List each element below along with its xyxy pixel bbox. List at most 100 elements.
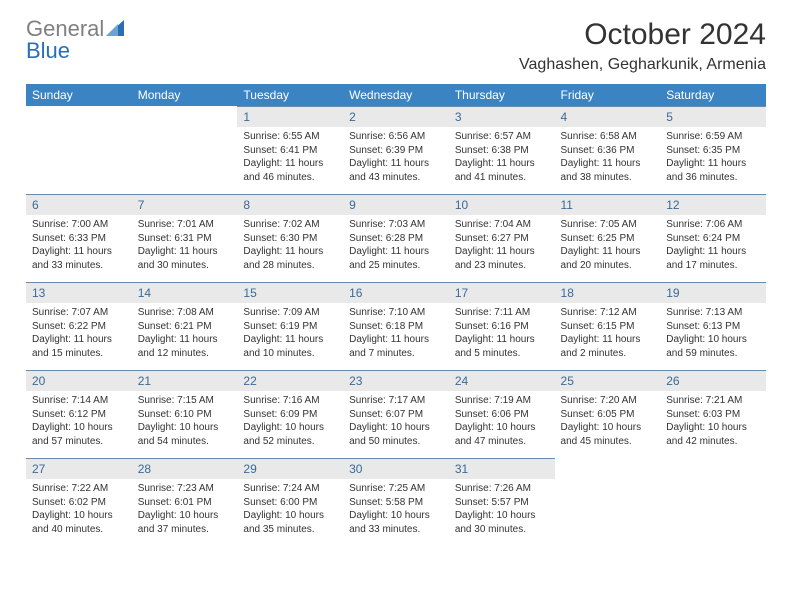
day-number: 1 (237, 106, 343, 127)
daylight-text2: and 40 minutes. (32, 523, 126, 537)
day-body: Sunrise: 7:14 AMSunset: 6:12 PMDaylight:… (26, 391, 132, 453)
day-body: Sunrise: 7:07 AMSunset: 6:22 PMDaylight:… (26, 303, 132, 365)
daylight-text2: and 10 minutes. (243, 347, 337, 361)
day-body: Sunrise: 7:05 AMSunset: 6:25 PMDaylight:… (555, 215, 661, 277)
day-body: Sunrise: 6:58 AMSunset: 6:36 PMDaylight:… (555, 127, 661, 189)
day-number: 10 (449, 194, 555, 215)
sunrise-text: Sunrise: 7:16 AM (243, 394, 337, 408)
sunrise-text: Sunrise: 7:00 AM (32, 218, 126, 232)
sunrise-text: Sunrise: 7:25 AM (349, 482, 443, 496)
sunset-text: Sunset: 6:31 PM (138, 232, 232, 246)
day-body: Sunrise: 7:21 AMSunset: 6:03 PMDaylight:… (660, 391, 766, 453)
day-body: Sunrise: 6:59 AMSunset: 6:35 PMDaylight:… (660, 127, 766, 189)
daylight-text2: and 30 minutes. (138, 259, 232, 273)
day-body: Sunrise: 7:12 AMSunset: 6:15 PMDaylight:… (555, 303, 661, 365)
daylight-text1: Daylight: 10 hours (455, 421, 549, 435)
daylight-text2: and 38 minutes. (561, 171, 655, 185)
sunrise-text: Sunrise: 7:20 AM (561, 394, 655, 408)
daylight-text1: Daylight: 10 hours (666, 333, 760, 347)
sunset-text: Sunset: 6:00 PM (243, 496, 337, 510)
sunrise-text: Sunrise: 7:02 AM (243, 218, 337, 232)
sunset-text: Sunset: 6:15 PM (561, 320, 655, 334)
calendar-day: 10Sunrise: 7:04 AMSunset: 6:27 PMDayligh… (449, 194, 555, 282)
day-body: Sunrise: 7:16 AMSunset: 6:09 PMDaylight:… (237, 391, 343, 453)
daylight-text1: Daylight: 10 hours (455, 509, 549, 523)
calendar-head: SundayMondayTuesdayWednesdayThursdayFrid… (26, 84, 766, 106)
day-number: 31 (449, 458, 555, 479)
sunset-text: Sunset: 6:06 PM (455, 408, 549, 422)
brand-sail-icon (106, 18, 124, 40)
sunset-text: Sunset: 6:22 PM (32, 320, 126, 334)
calendar-day: 25Sunrise: 7:20 AMSunset: 6:05 PMDayligh… (555, 370, 661, 458)
daylight-text1: Daylight: 11 hours (243, 333, 337, 347)
weekday-header: Monday (132, 84, 238, 106)
calendar-day: 28Sunrise: 7:23 AMSunset: 6:01 PMDayligh… (132, 458, 238, 546)
sunrise-text: Sunrise: 7:06 AM (666, 218, 760, 232)
calendar-day: 14Sunrise: 7:08 AMSunset: 6:21 PMDayligh… (132, 282, 238, 370)
weekday-header: Friday (555, 84, 661, 106)
day-number: 16 (343, 282, 449, 303)
sunrise-text: Sunrise: 7:17 AM (349, 394, 443, 408)
sunset-text: Sunset: 6:01 PM (138, 496, 232, 510)
daylight-text1: Daylight: 11 hours (243, 245, 337, 259)
daylight-text1: Daylight: 10 hours (32, 509, 126, 523)
brand-part2: Blue (26, 38, 70, 63)
daylight-text2: and 54 minutes. (138, 435, 232, 449)
sunrise-text: Sunrise: 7:10 AM (349, 306, 443, 320)
sunset-text: Sunset: 6:05 PM (561, 408, 655, 422)
title-block: October 2024 Vaghashen, Gegharkunik, Arm… (519, 18, 766, 74)
daylight-text2: and 17 minutes. (666, 259, 760, 273)
day-number: 27 (26, 458, 132, 479)
daylight-text2: and 57 minutes. (32, 435, 126, 449)
day-body: Sunrise: 7:00 AMSunset: 6:33 PMDaylight:… (26, 215, 132, 277)
daylight-text1: Daylight: 11 hours (561, 245, 655, 259)
daylight-text2: and 33 minutes. (32, 259, 126, 273)
daylight-text2: and 42 minutes. (666, 435, 760, 449)
day-body: Sunrise: 6:57 AMSunset: 6:38 PMDaylight:… (449, 127, 555, 189)
daylight-text1: Daylight: 11 hours (243, 157, 337, 171)
daylight-text1: Daylight: 10 hours (138, 421, 232, 435)
daylight-text1: Daylight: 10 hours (349, 509, 443, 523)
daylight-text2: and 23 minutes. (455, 259, 549, 273)
daylight-text1: Daylight: 11 hours (138, 333, 232, 347)
day-number: 29 (237, 458, 343, 479)
sunrise-text: Sunrise: 7:19 AM (455, 394, 549, 408)
day-number: 25 (555, 370, 661, 391)
day-number: 11 (555, 194, 661, 215)
day-number: 15 (237, 282, 343, 303)
calendar-day: 15Sunrise: 7:09 AMSunset: 6:19 PMDayligh… (237, 282, 343, 370)
sunset-text: Sunset: 6:12 PM (32, 408, 126, 422)
calendar-day: 3Sunrise: 6:57 AMSunset: 6:38 PMDaylight… (449, 106, 555, 194)
daylight-text2: and 59 minutes. (666, 347, 760, 361)
calendar-day: 9Sunrise: 7:03 AMSunset: 6:28 PMDaylight… (343, 194, 449, 282)
calendar-day: 5Sunrise: 6:59 AMSunset: 6:35 PMDaylight… (660, 106, 766, 194)
daylight-text2: and 7 minutes. (349, 347, 443, 361)
day-body: Sunrise: 7:25 AMSunset: 5:58 PMDaylight:… (343, 479, 449, 541)
day-body: Sunrise: 6:55 AMSunset: 6:41 PMDaylight:… (237, 127, 343, 189)
daylight-text2: and 35 minutes. (243, 523, 337, 537)
brand-text: General Blue (26, 18, 124, 62)
calendar-day: 7Sunrise: 7:01 AMSunset: 6:31 PMDaylight… (132, 194, 238, 282)
sunset-text: Sunset: 6:38 PM (455, 144, 549, 158)
daylight-text2: and 43 minutes. (349, 171, 443, 185)
daylight-text1: Daylight: 10 hours (349, 421, 443, 435)
day-number: 5 (660, 106, 766, 127)
sunset-text: Sunset: 5:57 PM (455, 496, 549, 510)
daylight-text2: and 5 minutes. (455, 347, 549, 361)
calendar-day: 30Sunrise: 7:25 AMSunset: 5:58 PMDayligh… (343, 458, 449, 546)
calendar-day-empty (555, 458, 661, 546)
daylight-text2: and 41 minutes. (455, 171, 549, 185)
sunrise-text: Sunrise: 7:24 AM (243, 482, 337, 496)
daylight-text1: Daylight: 11 hours (32, 245, 126, 259)
sunset-text: Sunset: 5:58 PM (349, 496, 443, 510)
sunrise-text: Sunrise: 7:07 AM (32, 306, 126, 320)
day-number: 2 (343, 106, 449, 127)
daylight-text1: Daylight: 10 hours (243, 421, 337, 435)
calendar-day: 1Sunrise: 6:55 AMSunset: 6:41 PMDaylight… (237, 106, 343, 194)
daylight-text1: Daylight: 10 hours (138, 509, 232, 523)
sunrise-text: Sunrise: 7:21 AM (666, 394, 760, 408)
sunset-text: Sunset: 6:02 PM (32, 496, 126, 510)
daylight-text1: Daylight: 10 hours (32, 421, 126, 435)
daylight-text2: and 50 minutes. (349, 435, 443, 449)
day-number: 23 (343, 370, 449, 391)
